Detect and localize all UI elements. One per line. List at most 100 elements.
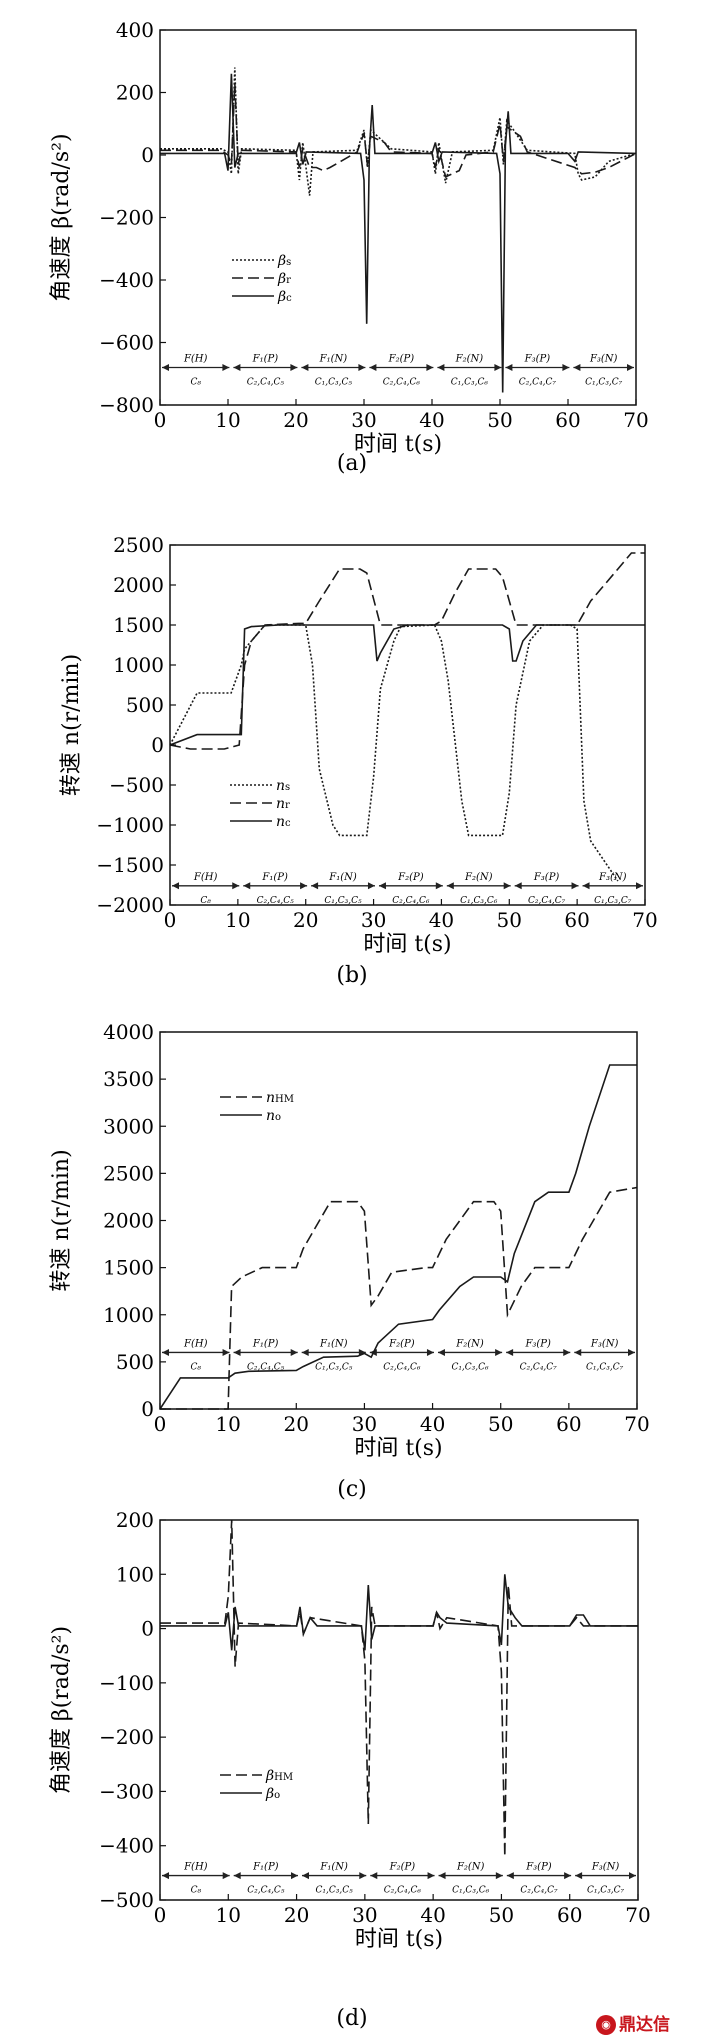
phase-arrowhead-right (562, 364, 570, 371)
phase-clutch-label: C₁,C₃,C₆ (451, 1362, 489, 1372)
phase-arrowhead-left (233, 1872, 241, 1880)
phase-clutch-label: C₁,C₃,C₅ (315, 378, 353, 388)
x-tick-label: 10 (215, 408, 240, 432)
phase-clutch-label: C₁,C₃,C₇ (594, 896, 632, 906)
phase-6: F₃(P) C₂,C₄,C₇ (505, 354, 570, 388)
phase-mode-label: F₃(P) (524, 1338, 551, 1349)
phase-5: F₂(N) C₁,C₃,C₆ (437, 1338, 503, 1372)
phase-clutch-label: C₁,C₃,C₆ (460, 896, 498, 906)
phase-7: F₃(N) C₁,C₃,C₇ (574, 1338, 635, 1372)
phase-clutch-label: C₈ (190, 378, 201, 388)
y-tick-label: −100 (99, 1671, 154, 1695)
phase-clutch-label: C₂,C₄,C₆ (383, 1362, 421, 1372)
phase-3: F₁(N) C₁,C₃,C₅ (301, 1338, 366, 1372)
phase-7: F₃(N) C₁,C₃,C₇ (582, 872, 643, 906)
series-line-ns (169, 624, 619, 882)
phase-clutch-label: C₁,C₃,C₆ (451, 378, 489, 388)
legend-label-nc: nc (276, 814, 291, 830)
y-tick-label: 3500 (103, 1067, 154, 1091)
chart-panel-1: F(H) C₈ F₁(P) C₂,C₄,C₅ F₁(N) C₁,C₃,C₅ F₂(P) C₂,… (49, 18, 649, 476)
phase-1: F(H) C₈ (162, 1338, 230, 1372)
phase-arrowhead-left (506, 1348, 514, 1356)
phase-clutch-label: C₂,C₄,C₅ (247, 378, 285, 388)
phase-arrowhead-left (582, 882, 590, 890)
phase-6: F₃(P) C₂,C₄,C₇ (506, 1862, 572, 1896)
plot-frame (169, 544, 646, 906)
x-tick-label: 30 (352, 1412, 377, 1436)
panel-label: (a) (337, 451, 367, 476)
phase-mode-label: F(H) (193, 872, 218, 883)
phase-arrowhead-right (359, 1872, 367, 1880)
phase-mode-label: F₁(P) (261, 872, 288, 883)
phase-arrowhead-right (629, 1872, 636, 1880)
phase-2: F₁(P) C₂,C₄,C₅ (233, 354, 298, 388)
phase-arrowhead-right (495, 1348, 503, 1356)
phase-clutch-label: C₈ (191, 1362, 202, 1372)
x-tick-label: 40 (419, 408, 444, 432)
legend-label-βc: βc (277, 289, 292, 305)
phase-2: F₁(P) C₂,C₄,C₅ (243, 872, 308, 906)
phase-arrowhead-left (370, 1872, 378, 1880)
legend-label-βs: βs (277, 253, 291, 269)
x-tick-label: 40 (420, 1903, 445, 1927)
phase-arrowhead-left (505, 364, 513, 371)
phase-mode-label: F₃(P) (533, 872, 560, 883)
series-line-βc (160, 73, 637, 393)
chart-panel-3: F(H) C₈ F₁(P) C₂,C₄,C₅ F₁(N) C₁,C₃,C₅ F₂(P) C₂,… (49, 1020, 650, 1502)
y-tick-label: −200 (99, 206, 154, 230)
phase-6: F₃(P) C₂,C₄,C₇ (514, 872, 579, 906)
x-tick-label: 70 (625, 1903, 650, 1927)
y-tick-label: 3000 (103, 1114, 154, 1138)
phase-clutch-label: C₈ (200, 896, 211, 906)
x-tick-label: 30 (351, 408, 376, 432)
y-tick-label: 0 (151, 733, 164, 757)
phase-clutch-label: C₁,C₃,C₅ (324, 896, 362, 906)
phase-arrowhead-right (222, 1348, 230, 1356)
phase-arrowhead-left (301, 1348, 309, 1356)
x-tick-label: 0 (154, 1903, 167, 1927)
x-axis-label: 时间 t(s) (355, 1927, 443, 1952)
y-tick-label: −500 (99, 1888, 154, 1912)
y-tick-label: −1000 (96, 813, 164, 837)
phase-mode-label: F₃(N) (598, 872, 627, 883)
y-tick-label: 2500 (103, 1161, 154, 1185)
y-tick-label: 400 (116, 18, 154, 42)
x-tick-label: 50 (497, 908, 522, 932)
phase-arrowhead-left (573, 364, 581, 371)
phase-arrowhead-right (628, 1348, 635, 1356)
y-axis-label: 角速度 β(rad/s²) (49, 133, 74, 301)
phase-clutch-label: C₁,C₃,C₆ (452, 1886, 490, 1896)
phase-mode-label: F₁(N) (319, 354, 348, 365)
phase-clutch-label: C₁,C₃,C₇ (587, 1886, 625, 1896)
y-tick-label: 2000 (113, 573, 164, 597)
legend-label-nr: nr (276, 796, 290, 812)
phase-clutch-label: C₂,C₄,C₅ (257, 896, 295, 906)
phase-mode-label: F(H) (183, 1338, 208, 1349)
y-tick-label: −400 (99, 268, 154, 292)
phase-arrowhead-right (367, 882, 375, 890)
legend: βHM βo (220, 1768, 293, 1802)
phase-mode-label: F₂(P) (397, 872, 424, 883)
phase-clutch-label: C₁,C₃,C₇ (585, 378, 623, 388)
phase-mode-label: F₂(N) (464, 872, 493, 883)
y-tick-label: 200 (116, 81, 154, 105)
series-line-βHM (160, 1519, 638, 1857)
phase-clutch-label: C₂,C₄,C₆ (384, 1886, 422, 1896)
phase-arrowhead-left (301, 1872, 309, 1880)
phase-6: F₃(P) C₂,C₄,C₇ (506, 1338, 571, 1372)
watermark-text: 鼎达信 (619, 2015, 670, 2035)
x-tick-label: 20 (284, 1903, 309, 1927)
phase-arrowhead-left (378, 882, 386, 890)
x-tick-label: 0 (164, 908, 177, 932)
phase-arrowhead-right (563, 1348, 571, 1356)
phase-arrowhead-right (435, 882, 443, 890)
phase-arrowhead-left (446, 882, 454, 890)
y-tick-label: 200 (116, 1508, 154, 1532)
x-tick-label: 50 (489, 1903, 514, 1927)
y-tick-label: 1000 (103, 1303, 154, 1327)
phase-1: F(H) C₈ (162, 354, 230, 388)
x-tick-label: 20 (283, 408, 308, 432)
legend-label-ns: ns (276, 778, 290, 794)
phase-1: F(H) C₈ (172, 872, 240, 906)
y-tick-label: −300 (99, 1779, 154, 1803)
